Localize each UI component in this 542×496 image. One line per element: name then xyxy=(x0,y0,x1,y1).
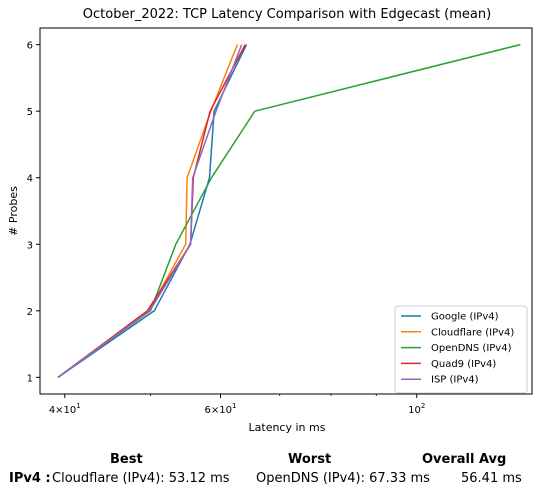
x-tick-label: 102 xyxy=(408,402,425,416)
summary-row-label: IPv4 : xyxy=(9,471,51,486)
series-layer xyxy=(57,43,521,379)
summary-worst-value: OpenDNS (IPv4): 67.33 ms xyxy=(256,471,430,486)
axis-layer: 1 2 3 4 5 6 4×101 6×101 102 xyxy=(27,41,426,416)
y-tick-label: 5 xyxy=(27,107,33,118)
summary-best-header: Best xyxy=(110,452,143,467)
chart-title: October_2022: TCP Latency Comparison wit… xyxy=(83,7,491,22)
legend-label-0: Google (IPv4) xyxy=(431,312,499,323)
legend-label-2: OpenDNS (IPv4) xyxy=(431,343,512,354)
legend-label-4: ISP (IPv4) xyxy=(431,375,479,386)
y-axis-label: # Probes xyxy=(7,186,20,236)
legend-label-1: Cloudflare (IPv4) xyxy=(431,327,514,338)
legend: Google (IPv4) Cloudflare (IPv4) OpenDNS (I… xyxy=(394,305,528,394)
y-tick-label: 3 xyxy=(27,240,33,251)
y-tick-label: 4 xyxy=(27,174,33,185)
y-tick-label: 6 xyxy=(27,41,33,52)
summary-worst-header: Worst xyxy=(288,452,332,467)
y-tick-label: 2 xyxy=(27,307,33,318)
x-tick-label: 6×101 xyxy=(205,402,237,416)
summary-best-value: Cloudflare (IPv4): 53.12 ms xyxy=(52,471,230,486)
chart: October_2022: TCP Latency Comparison wit… xyxy=(7,7,533,434)
y-tick-label: 1 xyxy=(27,373,33,384)
legend-box xyxy=(394,305,528,394)
summary-avg-value: 56.41 ms xyxy=(461,471,522,486)
x-axis-label: Latency in ms xyxy=(249,421,326,434)
legend-label-3: Quad9 (IPv4) xyxy=(431,359,496,370)
series-line-4 xyxy=(57,44,243,379)
x-tick-label: 4×101 xyxy=(49,402,81,416)
summary-avg-header: Overall Avg xyxy=(422,452,507,467)
